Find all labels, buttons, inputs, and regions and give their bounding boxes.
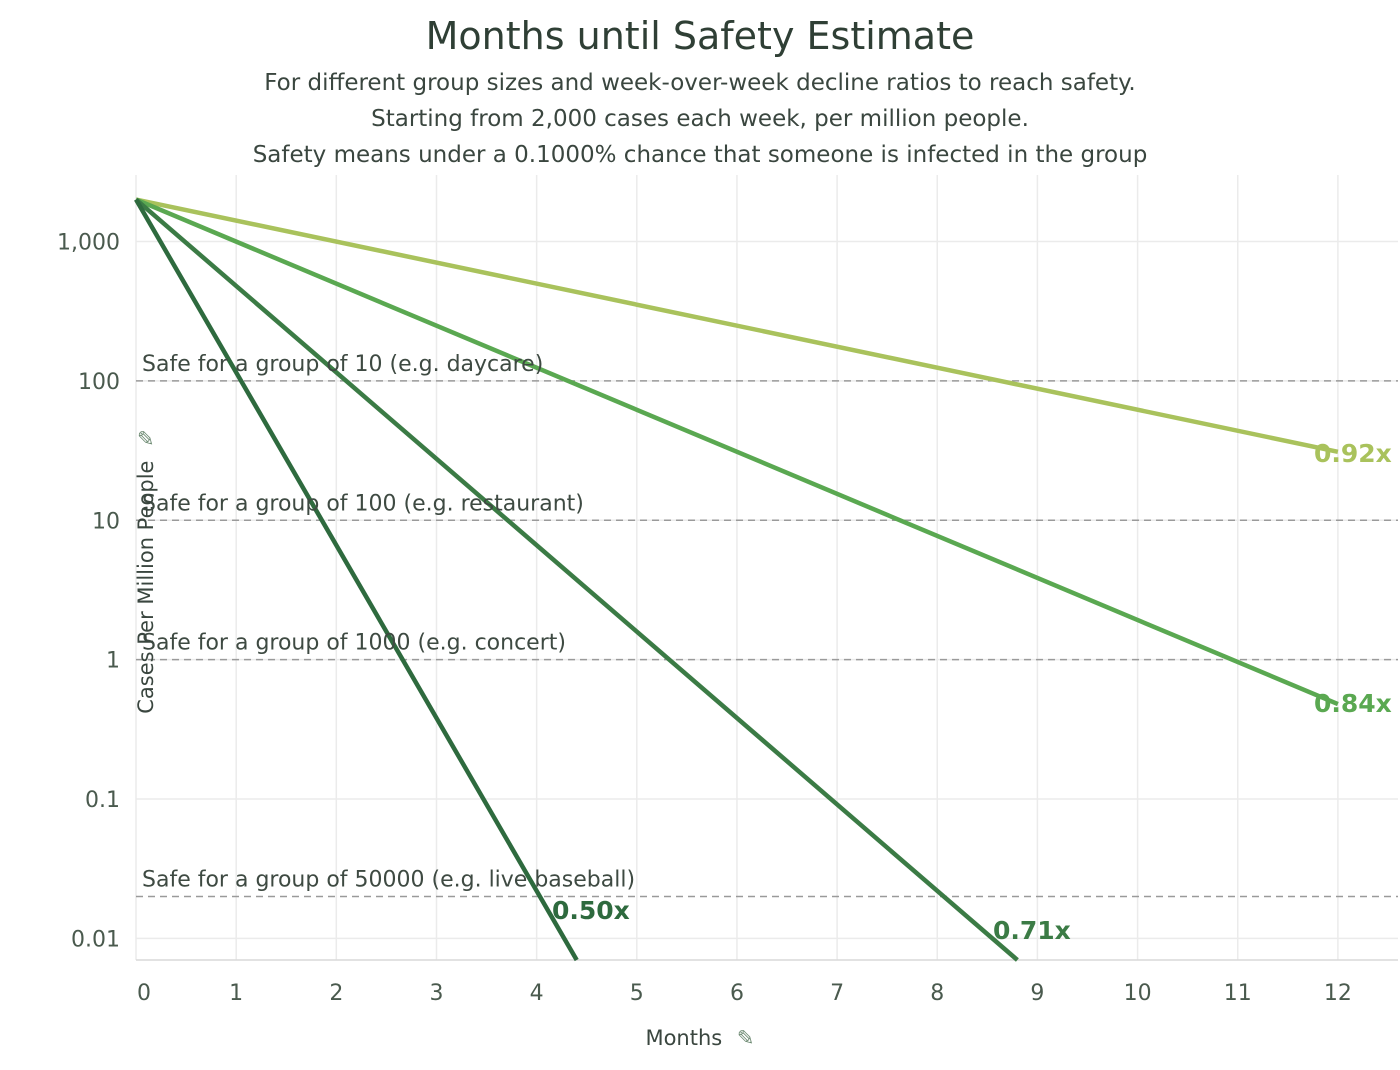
series-line-1: [135, 197, 1339, 707]
reference-label: Safe for a group of 100 (e.g. restaurant…: [142, 491, 584, 516]
x-tick-label: 1: [229, 981, 243, 1006]
x-tick-label: 2: [329, 981, 343, 1006]
series-label: 0.84x: [1314, 689, 1392, 718]
y-tick-label: 10: [92, 509, 120, 534]
x-tick-label: 0: [137, 981, 151, 1006]
y-axis-title: Cases Per Million People ✎: [133, 427, 158, 714]
x-tick-label: 4: [530, 981, 544, 1006]
y-tick-label: 0.01: [71, 927, 120, 952]
x-tick-label: 8: [930, 981, 944, 1006]
series-line-2: [134, 197, 1019, 962]
x-axis-title: Months ✎: [645, 1026, 755, 1050]
chart-subtitle-line-1: For different group sizes and week-over-…: [264, 70, 1136, 96]
x-tick-label: 11: [1224, 981, 1252, 1006]
x-tick-label: 5: [630, 981, 644, 1006]
series-line-3: [134, 198, 579, 962]
pin-icon[interactable]: ✎: [736, 1026, 755, 1050]
x-tick-label: 9: [1030, 981, 1044, 1006]
x-tick-label: 12: [1324, 981, 1352, 1006]
y-tick-label: 1: [106, 649, 120, 674]
y-tick-label: 100: [78, 370, 120, 395]
reference-label: Safe for a group of 10 (e.g. daycare): [142, 352, 543, 377]
y-tick-label: 1,000: [57, 231, 120, 256]
x-tick-label: 3: [429, 981, 443, 1006]
chart-subtitle-line-2: Starting from 2,000 cases each week, per…: [371, 106, 1029, 132]
x-tick-label: 10: [1124, 981, 1152, 1006]
chart-title: Months until Safety Estimate: [425, 14, 975, 58]
x-tick-label: 6: [730, 981, 744, 1006]
series-line-0: [135, 197, 1339, 454]
reference-label: Safe for a group of 1000 (e.g. concert): [142, 631, 566, 656]
y-tick-label: 0.1: [85, 788, 120, 813]
series-label: 0.50x: [552, 896, 630, 925]
chart-subtitle-line-3: Safety means under a 0.1000% chance that…: [252, 142, 1148, 168]
pin-icon[interactable]: ✎: [136, 427, 155, 452]
reference-label: Safe for a group of 50000 (e.g. live bas…: [142, 867, 635, 892]
series-label: 0.92x: [1314, 439, 1392, 468]
x-tick-label: 7: [830, 981, 844, 1006]
series-label: 0.71x: [993, 916, 1071, 945]
